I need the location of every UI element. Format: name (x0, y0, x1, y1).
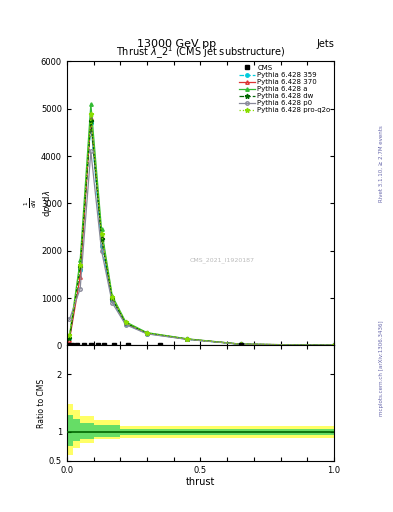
Pythia 6.428 p0 (145, 331, 149, 337)
Pythia 6.428 a (238, 341, 243, 347)
Pythia 6.428 p0 (332, 342, 336, 348)
Pythia 6.428 a (78, 257, 83, 263)
Pythia 6.428 370 (110, 295, 115, 301)
Pythia 6.428 dw (88, 118, 93, 124)
Pythia 6.428 a (185, 336, 189, 342)
Y-axis label: Ratio to CMS: Ratio to CMS (37, 378, 46, 428)
Pythia 6.428 pro-q2o (99, 231, 104, 237)
Pythia 6.428 359 (123, 321, 128, 327)
Line: Pythia 6.428 p0: Pythia 6.428 p0 (68, 150, 336, 347)
Pythia 6.428 359 (238, 341, 243, 347)
Pythia 6.428 dw (78, 264, 83, 270)
Pythia 6.428 359 (145, 331, 149, 337)
Pythia 6.428 a (145, 330, 149, 336)
Pythia 6.428 pro-q2o (332, 342, 336, 348)
Pythia 6.428 a (332, 342, 336, 348)
Pythia 6.428 p0 (110, 300, 115, 306)
Pythia 6.428 370 (88, 115, 93, 121)
Title: Thrust $\lambda\_2^1$ (CMS jet substructure): Thrust $\lambda\_2^1$ (CMS jet substruct… (116, 45, 285, 61)
Pythia 6.428 p0 (78, 286, 83, 292)
Pythia 6.428 pro-q2o (238, 341, 243, 347)
Pythia 6.428 a (99, 226, 104, 232)
Text: mcplots.cern.ch [arXiv:1306.3436]: mcplots.cern.ch [arXiv:1306.3436] (379, 321, 384, 416)
Pythia 6.428 p0 (99, 248, 104, 254)
Pythia 6.428 dw (145, 330, 149, 336)
Text: 13000 GeV pp: 13000 GeV pp (137, 38, 217, 49)
Pythia 6.428 pro-q2o (110, 294, 115, 300)
Pythia 6.428 dw (110, 296, 115, 302)
Pythia 6.428 p0 (88, 148, 93, 155)
Pythia 6.428 a (123, 318, 128, 325)
Pythia 6.428 359 (88, 120, 93, 126)
Pythia 6.428 pro-q2o (185, 336, 189, 342)
Pythia 6.428 359 (185, 336, 189, 343)
Pythia 6.428 370 (145, 330, 149, 336)
Pythia 6.428 pro-q2o (67, 332, 72, 338)
Pythia 6.428 p0 (67, 316, 72, 323)
Line: Pythia 6.428 pro-q2o: Pythia 6.428 pro-q2o (67, 111, 336, 348)
Pythia 6.428 370 (99, 233, 104, 240)
Pythia 6.428 370 (332, 342, 336, 348)
Pythia 6.428 370 (238, 341, 243, 347)
Pythia 6.428 p0 (238, 341, 243, 347)
Pythia 6.428 359 (332, 342, 336, 348)
Pythia 6.428 370 (185, 336, 189, 342)
Line: Pythia 6.428 dw: Pythia 6.428 dw (67, 118, 336, 348)
Text: Jets: Jets (316, 38, 334, 49)
X-axis label: thrust: thrust (186, 477, 215, 487)
Pythia 6.428 p0 (123, 322, 128, 328)
Pythia 6.428 pro-q2o (78, 262, 83, 268)
Pythia 6.428 a (110, 293, 115, 299)
Text: CMS_2021_I1920187: CMS_2021_I1920187 (189, 258, 254, 263)
Legend: CMS, Pythia 6.428 359, Pythia 6.428 370, Pythia 6.428 a, Pythia 6.428 dw, Pythia: CMS, Pythia 6.428 359, Pythia 6.428 370,… (238, 63, 332, 115)
Pythia 6.428 370 (67, 337, 72, 343)
Line: Pythia 6.428 a: Pythia 6.428 a (68, 102, 336, 347)
Pythia 6.428 370 (123, 319, 128, 326)
Pythia 6.428 370 (78, 274, 83, 280)
Y-axis label: $\frac{1}{\mathrm{d}N}$
$\mathrm{d}p_T\,\mathrm{d}\lambda$: $\frac{1}{\mathrm{d}N}$ $\mathrm{d}p_T\,… (22, 190, 54, 217)
Pythia 6.428 pro-q2o (123, 319, 128, 326)
Pythia 6.428 359 (67, 335, 72, 342)
Pythia 6.428 dw (123, 320, 128, 326)
Pythia 6.428 a (67, 333, 72, 339)
Pythia 6.428 pro-q2o (145, 330, 149, 336)
Pythia 6.428 p0 (185, 336, 189, 343)
Pythia 6.428 dw (185, 336, 189, 342)
Pythia 6.428 dw (67, 335, 72, 341)
Text: Rivet 3.1.10, ≥ 2.7M events: Rivet 3.1.10, ≥ 2.7M events (379, 125, 384, 202)
Pythia 6.428 a (88, 101, 93, 107)
Pythia 6.428 359 (78, 267, 83, 273)
Line: Pythia 6.428 359: Pythia 6.428 359 (68, 121, 336, 347)
Pythia 6.428 pro-q2o (88, 111, 93, 117)
Pythia 6.428 359 (110, 297, 115, 304)
Pythia 6.428 dw (238, 341, 243, 347)
Pythia 6.428 359 (99, 243, 104, 249)
Line: Pythia 6.428 370: Pythia 6.428 370 (68, 117, 336, 347)
Pythia 6.428 dw (332, 342, 336, 348)
Pythia 6.428 dw (99, 236, 104, 242)
